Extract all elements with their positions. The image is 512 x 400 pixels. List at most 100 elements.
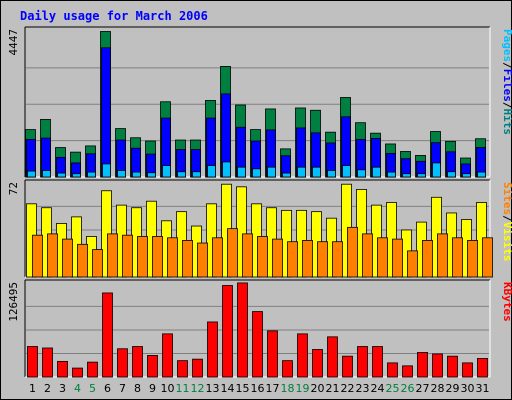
legend-visits-sites: Sites/Visits bbox=[501, 182, 512, 262]
bar-sites-day-18 bbox=[287, 241, 298, 278]
bar-kbytes-day-31 bbox=[477, 358, 488, 378]
bar-kbytes-day-3 bbox=[57, 360, 68, 378]
bar-kbytes-day-11 bbox=[177, 360, 188, 378]
bar-pages-day-29 bbox=[447, 171, 456, 178]
legend-entry: Sites bbox=[501, 182, 512, 215]
bar-kbytes-day-26 bbox=[402, 365, 413, 378]
x-tick-label-17: 17 bbox=[266, 382, 280, 395]
x-tick-label-11: 11 bbox=[176, 382, 190, 395]
bar-kbytes-day-17 bbox=[267, 330, 278, 378]
x-tick-label-2: 2 bbox=[44, 382, 51, 395]
bar-pages-day-17 bbox=[267, 166, 276, 178]
bar-pages-day-16 bbox=[252, 168, 261, 178]
x-tick-label-22: 22 bbox=[341, 382, 355, 395]
bar-sites-day-20 bbox=[317, 241, 328, 278]
bar-pages-day-28 bbox=[432, 162, 441, 178]
bar-kbytes-day-14 bbox=[222, 285, 233, 378]
x-tick-label-16: 16 bbox=[251, 382, 265, 395]
bar-pages-day-18 bbox=[282, 172, 291, 178]
legend-entry: / bbox=[501, 102, 512, 109]
bar-sites-day-1 bbox=[32, 234, 43, 278]
bar-kbytes-day-29 bbox=[447, 355, 458, 378]
y-max-label: 4447 bbox=[7, 29, 20, 56]
bar-kbytes-day-7 bbox=[117, 348, 128, 378]
bar-pages-day-19 bbox=[297, 166, 306, 178]
bar-kbytes-day-22 bbox=[342, 355, 353, 378]
y-max-label: 126495 bbox=[7, 282, 20, 322]
x-tick-label-9: 9 bbox=[149, 382, 156, 395]
bar-kbytes-day-1 bbox=[27, 346, 38, 378]
bar-kbytes-day-2 bbox=[42, 347, 53, 378]
bar-kbytes-day-8 bbox=[132, 346, 143, 378]
bar-sites-day-28 bbox=[437, 233, 448, 278]
bar-sites-day-12 bbox=[197, 242, 208, 278]
bar-kbytes-day-25 bbox=[387, 362, 398, 378]
bar-pages-day-24 bbox=[372, 166, 381, 178]
bar-pages-day-15 bbox=[237, 166, 246, 178]
panel-hits-files-pages: 4447 Pages/Files/Hits bbox=[7, 26, 512, 178]
bar-sites-day-24 bbox=[377, 237, 388, 278]
legend-entry: / bbox=[501, 215, 512, 222]
series-sites bbox=[32, 226, 493, 278]
x-tick-label-6: 6 bbox=[104, 382, 111, 395]
bar-pages-day-6 bbox=[102, 163, 111, 178]
panel-kbytes: 126495 KBytes bbox=[7, 279, 512, 378]
bar-sites-day-8 bbox=[137, 236, 148, 278]
bar-pages-day-5 bbox=[87, 171, 96, 178]
bar-pages-day-13 bbox=[207, 165, 216, 178]
bar-sites-day-6 bbox=[107, 233, 118, 278]
bar-pages-day-12 bbox=[192, 171, 201, 178]
legend-hits-files-pages: Pages/Files/Hits bbox=[501, 29, 512, 135]
x-tick-label-21: 21 bbox=[326, 382, 340, 395]
x-tick-label-24: 24 bbox=[371, 382, 385, 395]
x-tick-label-5: 5 bbox=[89, 382, 96, 395]
legend-entry: Files bbox=[501, 69, 512, 102]
x-tick-label-19: 19 bbox=[296, 382, 310, 395]
bar-kbytes-day-5 bbox=[87, 361, 98, 378]
bar-sites-day-19 bbox=[302, 240, 313, 278]
bar-pages-day-23 bbox=[357, 169, 366, 178]
bar-pages-day-1 bbox=[27, 170, 36, 178]
x-tick-label-25: 25 bbox=[386, 382, 400, 395]
x-tick-label-20: 20 bbox=[311, 382, 325, 395]
bar-pages-day-27 bbox=[417, 173, 426, 178]
bar-sites-day-17 bbox=[272, 238, 283, 278]
legend-entry: KBytes bbox=[501, 282, 512, 322]
bar-kbytes-day-15 bbox=[237, 282, 248, 378]
bar-sites-day-22 bbox=[347, 226, 358, 278]
bar-kbytes-day-18 bbox=[282, 360, 293, 378]
bar-sites-day-31 bbox=[482, 237, 493, 278]
y-max-label: 72 bbox=[7, 182, 20, 195]
x-tick-label-18: 18 bbox=[281, 382, 295, 395]
x-tick-label-23: 23 bbox=[356, 382, 370, 395]
bar-pages-day-3 bbox=[57, 172, 66, 178]
bar-sites-day-16 bbox=[257, 236, 268, 278]
bar-kbytes-day-23 bbox=[357, 346, 368, 378]
x-tick-label-27: 27 bbox=[416, 382, 430, 395]
bar-pages-day-30 bbox=[462, 173, 471, 178]
bar-sites-day-23 bbox=[362, 233, 373, 278]
bar-pages-day-2 bbox=[42, 170, 51, 178]
bar-pages-day-26 bbox=[402, 173, 411, 178]
x-tick-label-10: 10 bbox=[161, 382, 175, 395]
bar-pages-day-14 bbox=[222, 161, 231, 178]
bar-pages-day-9 bbox=[147, 172, 156, 178]
bar-sites-day-15 bbox=[242, 233, 253, 278]
bar-sites-day-10 bbox=[167, 237, 178, 278]
bar-sites-day-25 bbox=[392, 238, 403, 278]
bar-sites-day-11 bbox=[182, 240, 193, 278]
x-tick-label-3: 3 bbox=[59, 382, 66, 395]
legend-entry: / bbox=[501, 62, 512, 69]
bar-pages-day-25 bbox=[387, 171, 396, 178]
bar-sites-day-27 bbox=[422, 240, 433, 278]
bar-sites-day-5 bbox=[92, 249, 103, 278]
bar-kbytes-day-13 bbox=[207, 321, 218, 378]
bar-sites-day-7 bbox=[122, 234, 133, 278]
bar-sites-day-9 bbox=[152, 236, 163, 278]
bar-kbytes-day-27 bbox=[417, 352, 428, 378]
bar-pages-day-4 bbox=[72, 173, 81, 178]
bar-sites-day-2 bbox=[47, 233, 58, 278]
x-tick-label-13: 13 bbox=[206, 382, 220, 395]
bar-pages-day-8 bbox=[132, 171, 141, 178]
